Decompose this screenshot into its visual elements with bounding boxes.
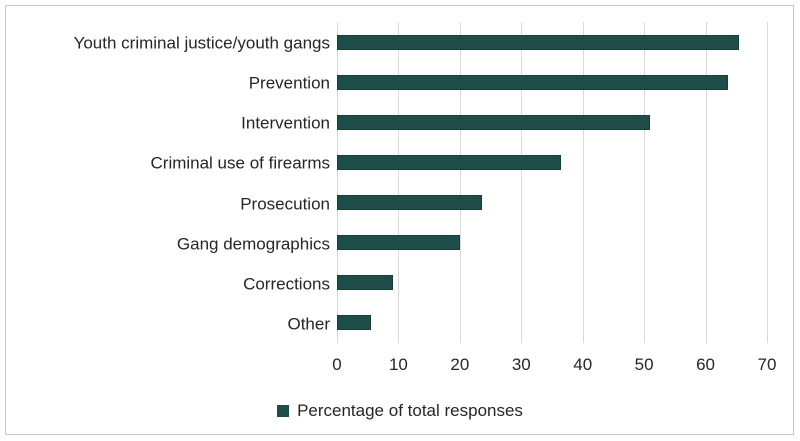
bar-row xyxy=(337,263,767,303)
gridline xyxy=(521,22,523,343)
legend-label: Percentage of total responses xyxy=(297,401,523,420)
gridline xyxy=(582,22,584,343)
category-label: Intervention xyxy=(241,113,330,133)
legend: Percentage of total responses xyxy=(0,401,800,421)
legend-swatch-icon xyxy=(277,405,290,417)
gridline xyxy=(459,22,461,343)
x-tick-label: 30 xyxy=(511,355,531,374)
gridline xyxy=(767,22,768,343)
bar xyxy=(337,74,728,90)
x-tick-label: 40 xyxy=(573,355,593,374)
bar-row xyxy=(337,142,767,182)
bar xyxy=(337,154,561,170)
bar-row xyxy=(337,62,767,102)
category-label: Prevention xyxy=(248,73,330,93)
bar-row xyxy=(337,183,767,223)
bar xyxy=(337,315,371,331)
x-tick-label: 50 xyxy=(634,355,654,374)
gridline xyxy=(398,22,400,343)
bar-row xyxy=(337,303,767,343)
bar-row xyxy=(337,22,767,62)
bar xyxy=(337,114,650,130)
x-tick-label: 0 xyxy=(332,355,342,374)
bar xyxy=(337,235,460,251)
x-tick-label: 70 xyxy=(757,355,777,374)
category-label: Criminal use of firearms xyxy=(150,153,331,173)
category-label: Corrections xyxy=(243,274,330,294)
x-axis: 0 10 20 30 40 50 60 70 xyxy=(0,355,800,377)
gridline xyxy=(337,22,338,343)
y-axis-category-labels: Youth criminal justice/youth gangs Preven… xyxy=(8,22,330,343)
category-label: Prosecution xyxy=(240,194,330,214)
category-label: Youth criminal justice/youth gangs xyxy=(73,33,330,53)
bar xyxy=(337,34,740,50)
plot-area xyxy=(337,22,768,343)
gridline xyxy=(644,22,646,343)
x-tick-label: 60 xyxy=(696,355,716,374)
category-label: Gang demographics xyxy=(176,234,330,254)
bar-row xyxy=(337,102,767,142)
bar xyxy=(337,195,482,211)
gridline xyxy=(705,22,707,343)
bar xyxy=(337,275,393,291)
x-tick-label: 20 xyxy=(450,355,470,374)
x-tick-label: 10 xyxy=(388,355,408,374)
category-label: Other xyxy=(287,314,330,334)
bar-row xyxy=(337,223,767,263)
